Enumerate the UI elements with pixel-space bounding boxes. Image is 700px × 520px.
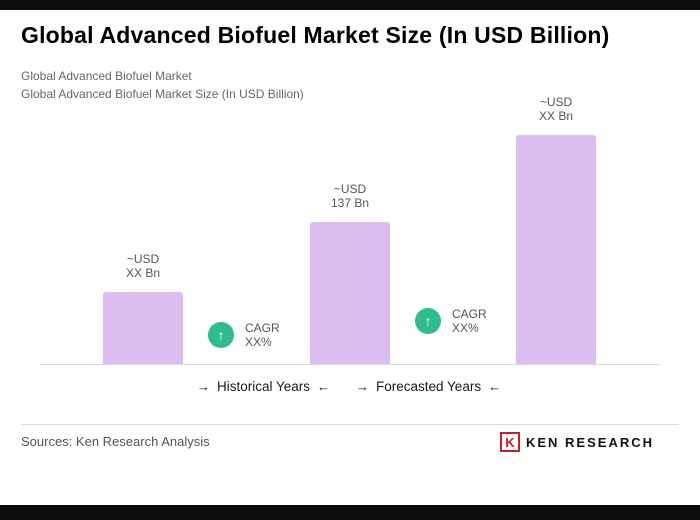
legend-historical-years: → Historical Years ←: [197, 379, 330, 394]
bar-value-label: ~USD XX Bn: [539, 95, 573, 123]
bar-label-line2: XX Bn: [125, 266, 161, 280]
cagr-text: CAGR XX%: [245, 321, 280, 349]
bar-label-line2: XX Bn: [538, 109, 574, 123]
cagr-label: CAGR: [452, 307, 487, 321]
subtitle-line-1: Global Advanced Biofuel Market: [21, 69, 192, 83]
page-title: Global Advanced Biofuel Market Size (In …: [21, 22, 610, 48]
right-arrow-icon: →: [356, 379, 369, 394]
cagr-label: CAGR: [245, 321, 280, 335]
bar-mid: [310, 222, 390, 364]
bar-group-mid: ~USD 137 Bn: [310, 182, 390, 364]
ken-research-logo: K KEN RESEARCH: [499, 432, 654, 452]
left-arrow-icon: ←: [317, 379, 331, 394]
bar-label-line1: ~USD: [539, 95, 573, 109]
bar-label-line2: 137 Bn: [330, 196, 370, 210]
bar-label-line1: ~USD: [333, 182, 367, 196]
legend-label: Forecasted Years: [376, 379, 482, 394]
legend-label: Historical Years: [217, 379, 311, 394]
bar-label-line1: ~USD: [126, 252, 160, 266]
ken-research-logo-icon: K: [499, 432, 520, 452]
growth-up-arrow-icon: ↑: [415, 308, 441, 334]
legend-forecasted-years: → Forecasted Years ←: [356, 379, 501, 394]
growth-up-arrow-icon: ↑: [208, 322, 234, 348]
bar-chart: ~USD XX Bn ~USD 137 Bn ~USD XX Bn ↑ CAGR…: [0, 90, 700, 365]
cagr-value: XX%: [245, 335, 272, 349]
cagr-value: XX%: [452, 321, 479, 335]
subtitle-line-2: Global Advanced Biofuel Market Size (In …: [21, 87, 304, 101]
subtitle-block: Global Advanced Biofuel Market Global Ad…: [21, 67, 304, 103]
bar-value-label: ~USD XX Bn: [126, 252, 160, 280]
bottom-black-bar: [0, 505, 700, 520]
cagr-text: CAGR XX%: [452, 307, 487, 335]
right-arrow-icon: →: [197, 379, 210, 394]
left-arrow-icon: ←: [488, 379, 502, 394]
ken-research-logo-text: KEN RESEARCH: [525, 434, 654, 450]
bar-group-historical: ~USD XX Bn: [103, 252, 183, 364]
top-black-bar: [0, 0, 700, 10]
bar-value-label: ~USD 137 Bn: [331, 182, 369, 210]
bar-group-forecast: ~USD XX Bn: [516, 95, 596, 364]
chart-baseline: [40, 364, 660, 365]
bar-historical: [103, 292, 183, 364]
bar-forecast: [516, 135, 596, 364]
cagr-badge-1: ↑ CAGR XX%: [208, 321, 280, 349]
cagr-badge-2: ↑ CAGR XX%: [415, 307, 487, 335]
sources-text: Sources: Ken Research Analysis: [21, 434, 210, 449]
footer-divider: [21, 424, 679, 425]
